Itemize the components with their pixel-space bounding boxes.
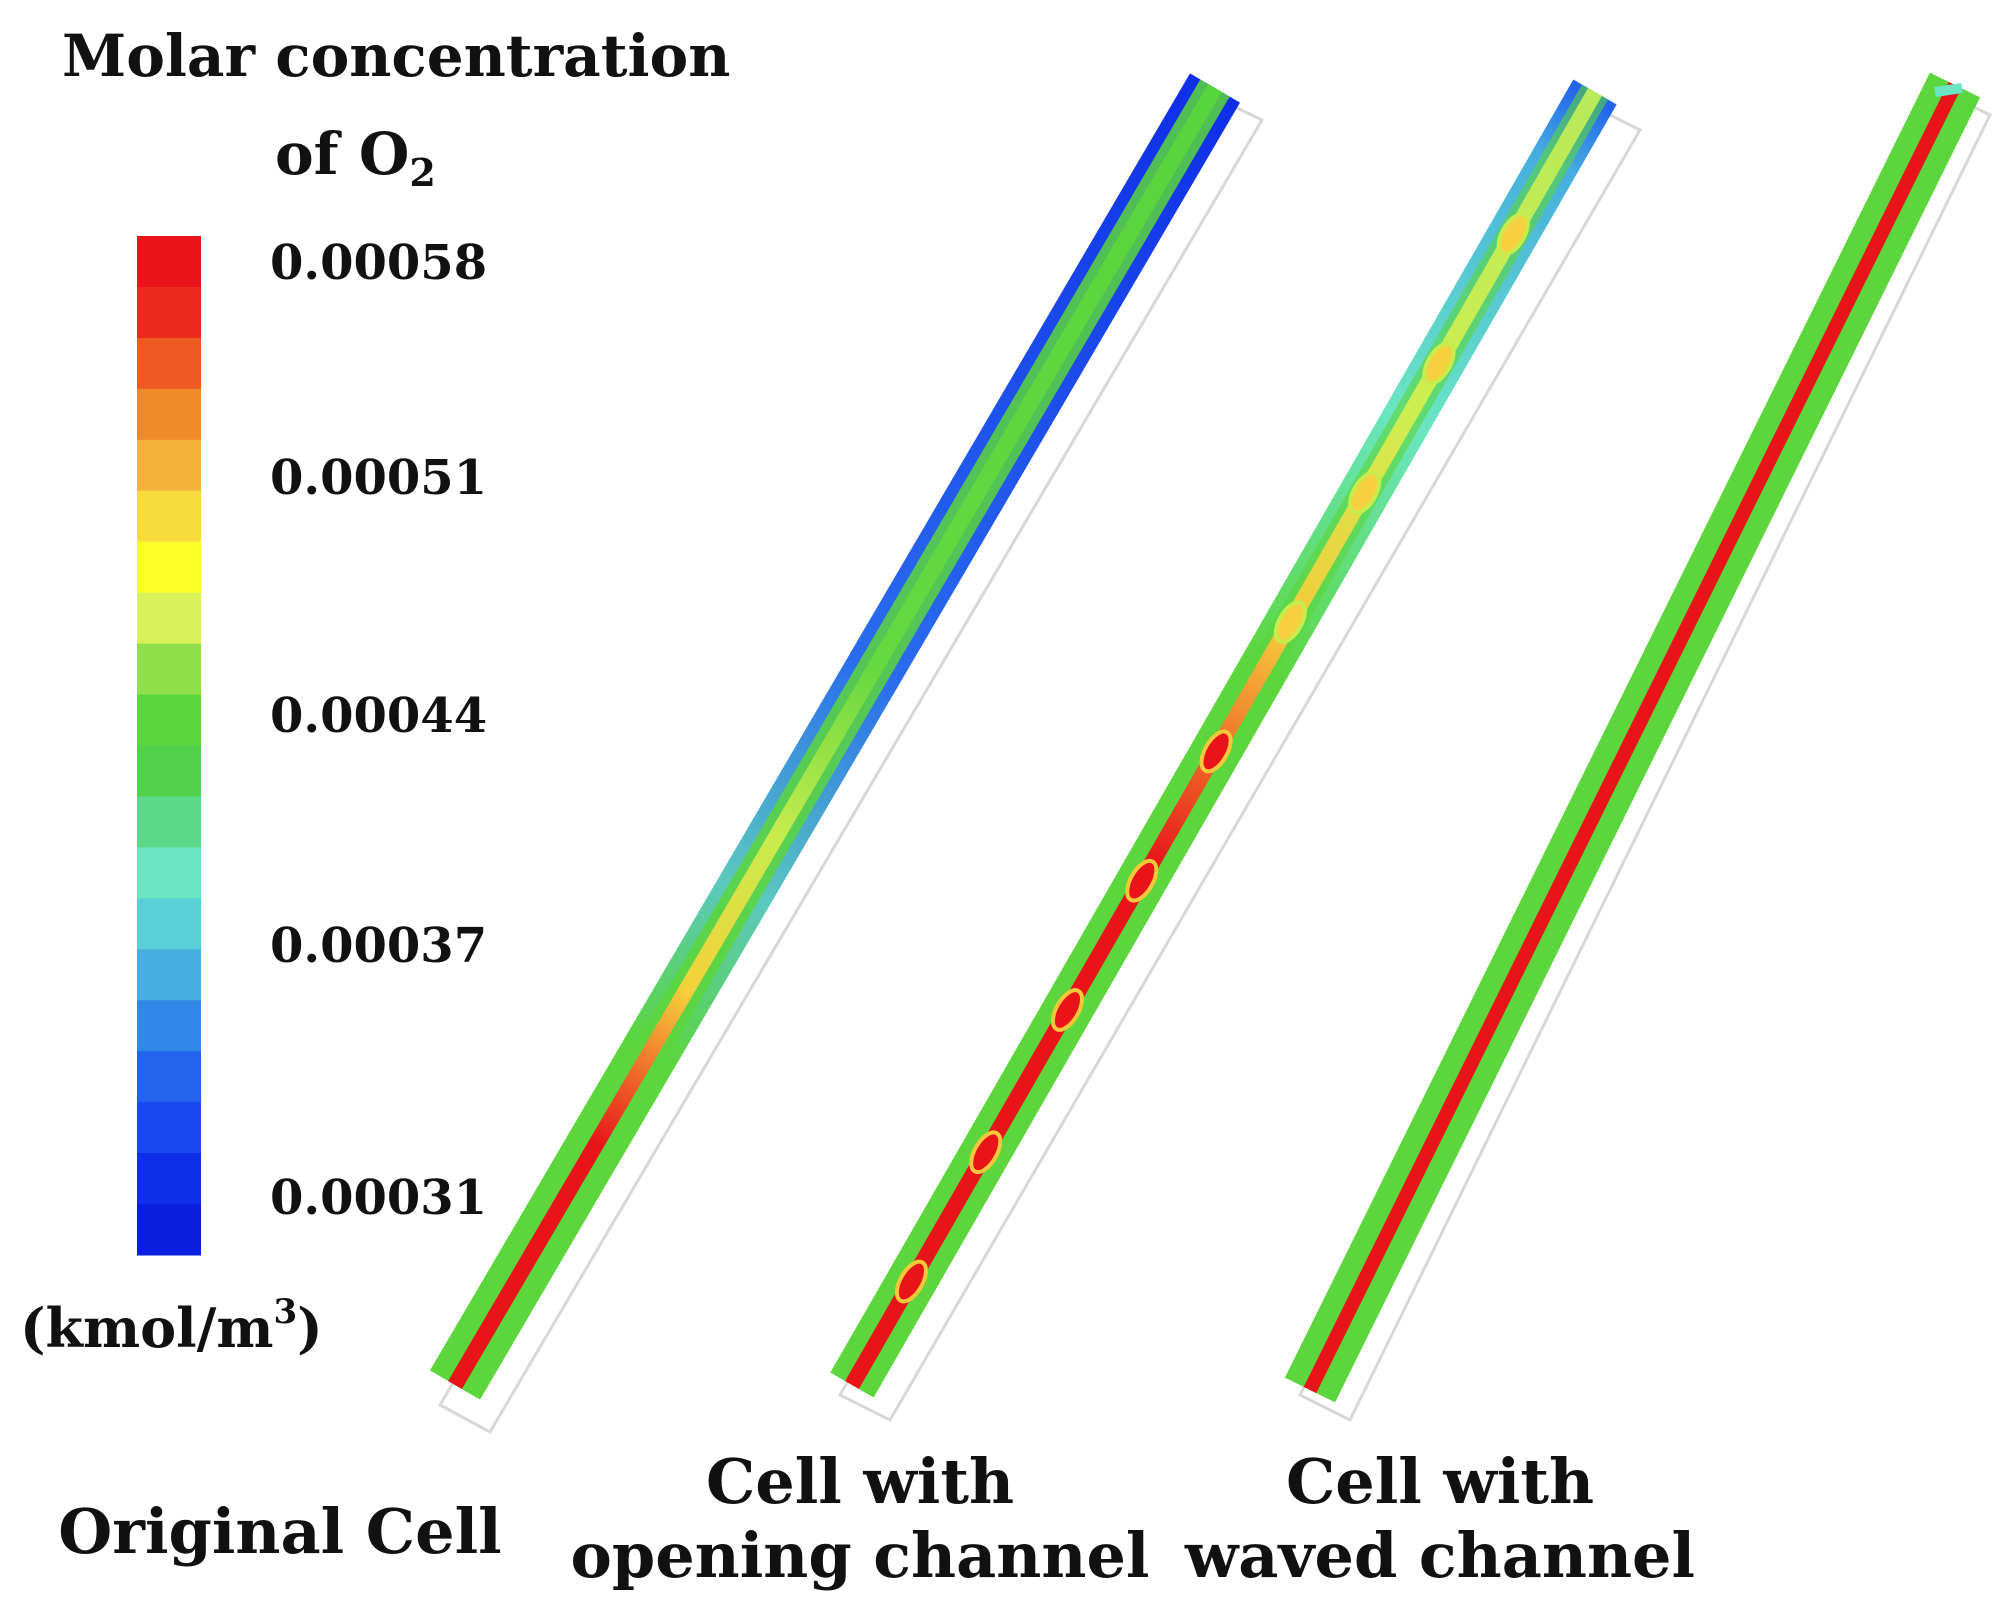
opening-node bbox=[1496, 212, 1530, 257]
waved-channel-cell-channel bbox=[1284, 72, 1981, 1403]
colorbar-band bbox=[137, 337, 201, 390]
colorbar-band bbox=[137, 388, 201, 441]
legend-title-species: of O2 bbox=[275, 120, 436, 195]
colorbar-band bbox=[137, 541, 201, 594]
opening-node bbox=[1422, 341, 1456, 386]
colorbar-band bbox=[137, 694, 201, 746]
original-cell-channel bbox=[429, 73, 1241, 1400]
colorbar-band bbox=[137, 847, 201, 899]
colorbar-tick-label: 0.00031 bbox=[270, 1170, 488, 1226]
colorbar-band bbox=[137, 490, 201, 543]
colorbar-band bbox=[137, 796, 201, 848]
colorbar-tick-label: 0.00044 bbox=[270, 688, 488, 744]
colorbar-band bbox=[137, 1000, 201, 1052]
colorbar-band bbox=[137, 898, 201, 950]
opening-node bbox=[1273, 600, 1307, 644]
colorbar-band bbox=[137, 286, 201, 339]
colorbar-tick-label: 0.00037 bbox=[270, 918, 488, 974]
opening-node bbox=[1199, 729, 1233, 774]
colorbar-band bbox=[137, 745, 201, 797]
colorbar-tick-label: 0.00051 bbox=[270, 450, 488, 506]
colorbar-band bbox=[137, 439, 201, 492]
opening-node bbox=[894, 1259, 928, 1304]
opening-node bbox=[1050, 988, 1085, 1032]
colorbar-tick-label: 0.00058 bbox=[270, 235, 488, 291]
caption-waved-channel: Cell with waved channel bbox=[1184, 1445, 1696, 1593]
colorbar-band bbox=[137, 1153, 201, 1205]
colorbar-band bbox=[137, 949, 201, 1001]
caption-opening-channel: Cell with opening channel bbox=[570, 1445, 1150, 1593]
colorbar-band bbox=[137, 1102, 201, 1154]
colorbar-band bbox=[137, 592, 201, 645]
opening-channel-cell-channel bbox=[830, 79, 1617, 1398]
opening-node bbox=[1125, 858, 1159, 903]
legend-title: Molar concentration bbox=[62, 22, 731, 90]
opening-node bbox=[969, 1130, 1003, 1175]
colorbar-band bbox=[137, 643, 201, 696]
colorbar-band bbox=[137, 1051, 201, 1103]
colorbar-unit: (kmol/m3) bbox=[20, 1292, 323, 1360]
colorbar-band bbox=[137, 1204, 201, 1256]
colorbar-band bbox=[137, 236, 201, 288]
opening-node bbox=[1348, 470, 1382, 515]
caption-original-cell: Original Cell bbox=[58, 1495, 502, 1568]
